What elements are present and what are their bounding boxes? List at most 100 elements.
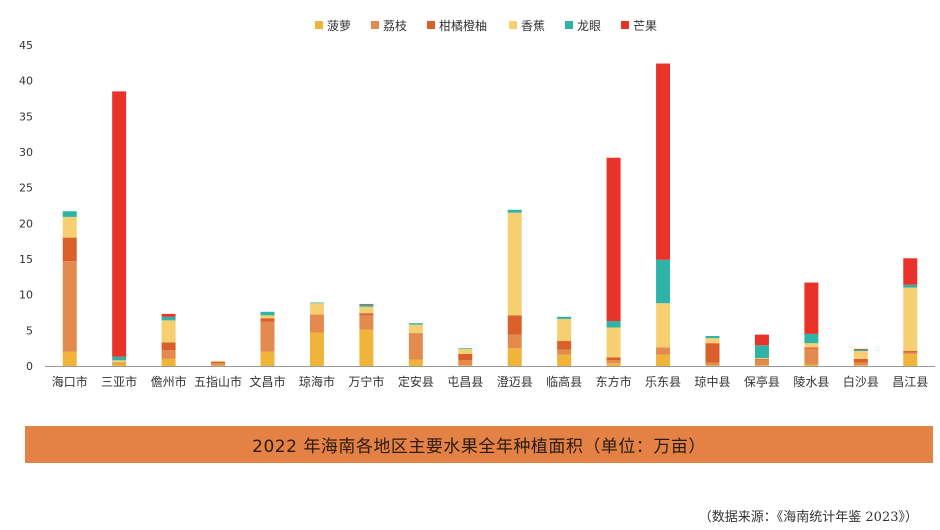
bar-segment xyxy=(161,342,176,351)
bar-segment xyxy=(853,348,868,350)
y-tick-label: 15 xyxy=(19,253,33,266)
bar-segment xyxy=(606,157,621,322)
bar-segment xyxy=(408,359,423,366)
bar-segment xyxy=(458,365,473,366)
bar-segment xyxy=(903,353,918,366)
legend-swatch xyxy=(427,21,435,29)
data-source-note: （数据来源：《海南统计年鉴 2023》） xyxy=(698,510,918,525)
bar-segment xyxy=(507,334,522,349)
y-tick-label: 35 xyxy=(19,110,33,123)
bar-segment xyxy=(804,348,819,365)
x-tick-label: 临高县 xyxy=(546,374,582,389)
bar-segment xyxy=(754,345,769,359)
bar-segment xyxy=(62,237,77,262)
bar-segment xyxy=(557,354,572,366)
x-tick-label: 白沙县 xyxy=(843,374,879,389)
bar-segment xyxy=(804,364,819,366)
bar-segment xyxy=(211,361,226,362)
bar-segment xyxy=(754,358,769,360)
bar-segment xyxy=(606,363,621,366)
bar-segment xyxy=(408,333,423,334)
bar-segment xyxy=(754,359,769,366)
legend-swatch xyxy=(509,21,517,29)
chart-title: 2022 年海南各地区主要水果全年种植面积（单位：万亩） xyxy=(252,437,706,457)
bar-segment xyxy=(161,358,176,366)
x-tick-label: 五指山市 xyxy=(194,374,242,389)
bar-segment xyxy=(606,357,621,361)
x-tick-label: 海口市 xyxy=(52,374,88,389)
bar-segment xyxy=(705,336,720,339)
x-tick-label: 定安县 xyxy=(398,374,434,389)
bar-segment xyxy=(161,313,176,317)
bar-segment xyxy=(458,348,473,354)
bar-segment xyxy=(754,358,769,359)
stacked-bar-chart: 菠萝 荔枝 柑橘橙柚 香蕉 龙眼 芒果 0 5 10 15 20 25 30 35 40 45 海口市 三亚市… xyxy=(19,18,935,389)
bar-segment xyxy=(606,360,621,364)
bar-segment xyxy=(62,351,77,366)
bar-segment xyxy=(260,315,275,319)
bar-segment xyxy=(309,302,324,304)
x-tick-label: 保亭县 xyxy=(744,374,780,389)
bar-segment xyxy=(507,315,522,335)
bar-segment xyxy=(903,352,918,354)
bar-segment xyxy=(557,341,572,350)
bar-segment xyxy=(112,362,127,364)
bar-segment xyxy=(161,350,176,359)
bar-segment xyxy=(606,321,621,328)
bar-segment xyxy=(853,349,868,352)
bar-segment xyxy=(211,361,226,364)
x-tick-label: 陵水县 xyxy=(793,375,829,389)
bar-segment xyxy=(112,360,127,363)
x-tick-label: 儋州市 xyxy=(151,374,187,389)
legend-label: 菠萝 xyxy=(327,19,351,33)
bar-segment xyxy=(507,212,522,316)
bar-segment xyxy=(408,333,423,360)
bar-segment xyxy=(359,313,374,316)
bar-segment xyxy=(359,315,374,330)
bar-segment xyxy=(656,63,671,260)
bar-segment xyxy=(112,91,127,357)
bar-segment xyxy=(359,303,374,305)
bar-segment xyxy=(359,329,374,366)
bar-segment xyxy=(656,303,671,348)
x-tick-label: 澄迈县 xyxy=(497,374,533,389)
bar-segment xyxy=(903,351,918,353)
bar-segment xyxy=(112,356,127,361)
bar-segment xyxy=(112,363,127,366)
bar-segment xyxy=(458,353,473,361)
bar-segment xyxy=(211,363,226,366)
bar-segment xyxy=(309,303,324,315)
bar-segment xyxy=(211,365,226,366)
bar-segment xyxy=(903,258,918,285)
x-tick-label: 万宁市 xyxy=(348,374,384,389)
x-tick-label: 文昌市 xyxy=(249,374,285,389)
bar-segment xyxy=(853,358,868,363)
x-tick-label: 三亚市 xyxy=(101,374,137,389)
bar-segment xyxy=(903,287,918,352)
bar-segment xyxy=(359,306,374,314)
bar-segment xyxy=(853,351,868,359)
bar-segment xyxy=(804,282,819,334)
chart-title-banner: 2022 年海南各地区主要水果全年种植面积（单位：万亩） xyxy=(25,426,933,463)
bar-segment xyxy=(557,318,572,342)
legend-swatch xyxy=(565,21,573,29)
bar-segment xyxy=(62,211,77,217)
legend-label: 香蕉 xyxy=(521,19,545,33)
y-tick-label: 30 xyxy=(19,146,33,159)
bar-segment xyxy=(458,348,473,349)
bar-segment xyxy=(705,338,720,344)
x-tick-label: 屯昌县 xyxy=(447,375,483,389)
bar-segment xyxy=(161,320,176,343)
bar-segment xyxy=(705,343,720,363)
bar-segment xyxy=(804,343,819,348)
legend-label: 芒果 xyxy=(633,18,657,33)
bar-segment xyxy=(853,365,868,366)
x-tick-label: 琼海市 xyxy=(299,374,335,389)
bar-segment xyxy=(804,333,819,344)
x-tick-label: 东方市 xyxy=(596,374,632,389)
y-tick-label: 20 xyxy=(19,217,33,230)
bar-segment xyxy=(557,349,572,355)
bar-segment xyxy=(754,365,769,366)
legend-label: 龙眼 xyxy=(577,19,601,33)
bar-segment xyxy=(161,316,176,321)
